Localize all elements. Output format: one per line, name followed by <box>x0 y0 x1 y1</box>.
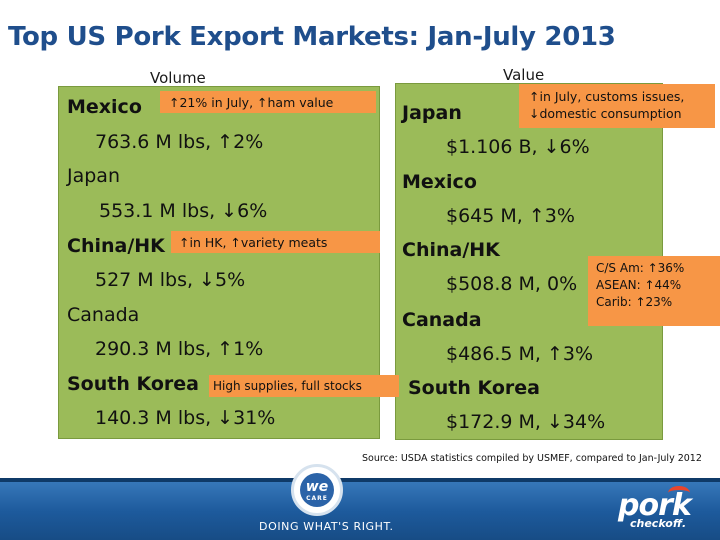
volume-country-china: China/HK <box>67 235 165 257</box>
note-canada: C/S Am: ↑36% ASEAN: ↑44% Carib: ↑23% <box>588 256 720 326</box>
volume-box: Mexico 763.6 M lbs, ↑2% Japan 553.1 M lb… <box>58 86 380 439</box>
value-header: Value <box>503 66 545 84</box>
note-japan-line1: ↑in July, customs issues, <box>529 89 685 104</box>
volume-country-canada: Canada <box>67 304 140 326</box>
value-country-china: China/HK <box>402 239 500 261</box>
we-care-logo-mark: we CARE <box>300 473 334 507</box>
footer-banner-strip <box>0 478 720 482</box>
note-canada-line2: ASEAN: ↑44% <box>596 278 682 292</box>
note-south-korea: High supplies, full stocks <box>209 375 399 397</box>
volume-header: Volume <box>150 69 206 87</box>
volume-country-japan: Japan <box>67 165 120 187</box>
value-country-japan: Japan <box>402 102 462 124</box>
note-canada-line1: C/S Am: ↑36% <box>596 261 685 275</box>
volume-country-mexico: Mexico <box>67 96 142 118</box>
source-note: Source: USDA statistics compiled by USME… <box>362 453 702 464</box>
volume-value-canada: 290.3 M lbs, ↑1% <box>95 338 264 360</box>
note-japan: ↑in July, customs issues, ↓domestic cons… <box>519 84 715 128</box>
value-value-south-korea: $172.9 M, ↓34% <box>446 411 606 433</box>
slide-title: Top US Pork Export Markets: Jan-July 201… <box>8 22 616 52</box>
value-country-canada: Canada <box>402 309 482 331</box>
we-care-logo: we CARE <box>291 464 343 516</box>
value-country-south-korea: South Korea <box>408 377 541 399</box>
volume-value-mexico: 763.6 M lbs, ↑2% <box>95 131 264 153</box>
value-country-mexico: Mexico <box>402 171 477 193</box>
note-mexico: ↑21% in July, ↑ham value <box>160 91 376 113</box>
volume-value-china: 527 M lbs, ↓5% <box>95 269 246 291</box>
value-value-canada: $486.5 M, ↑3% <box>446 343 594 365</box>
note-canada-line3: Carib: ↑23% <box>596 295 673 309</box>
footer-tagline: DOING WHAT'S RIGHT. <box>259 520 394 533</box>
note-china: ↑in HK, ↑variety meats <box>171 231 380 253</box>
pork-checkoff-swoosh-icon <box>668 486 690 500</box>
volume-value-south-korea: 140.3 M lbs, ↓31% <box>95 407 276 429</box>
pork-logo-word: pork <box>618 488 692 523</box>
value-value-china: $508.8 M, 0% <box>446 273 578 295</box>
note-japan-line2: ↓domestic consumption <box>529 106 682 121</box>
value-value-mexico: $645 M, ↑3% <box>446 205 575 227</box>
we-care-logo-text: we <box>305 479 329 495</box>
we-care-logo-sub: CARE <box>306 495 328 502</box>
pork-checkoff-logo: pork checkoff. <box>618 488 692 530</box>
value-value-japan: $1.106 B, ↓6% <box>446 136 590 158</box>
volume-value-japan: 553.1 M lbs, ↓6% <box>99 200 268 222</box>
checkoff-logo-word: checkoff. <box>630 517 687 530</box>
volume-country-south-korea: South Korea <box>67 373 200 395</box>
footer-banner <box>0 478 720 540</box>
